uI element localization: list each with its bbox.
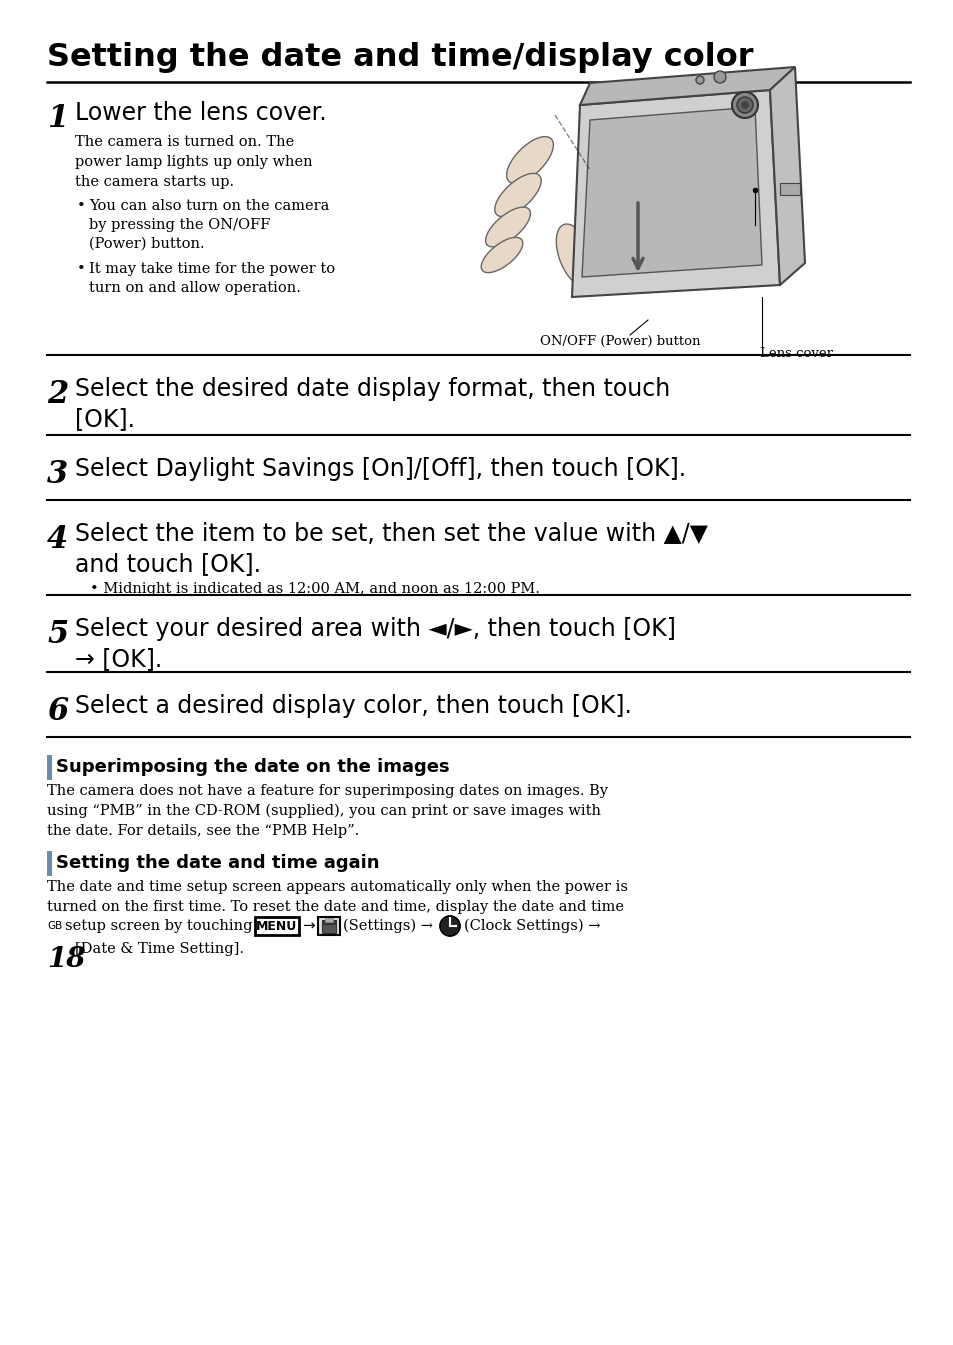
Text: 1: 1: [47, 104, 69, 134]
Text: [OK].: [OK].: [75, 408, 135, 430]
Text: Select the item to be set, then set the value with ▲/▼: Select the item to be set, then set the …: [75, 522, 707, 546]
Text: Lens cover: Lens cover: [760, 347, 832, 360]
Text: Select the desired date display format, then touch: Select the desired date display format, …: [75, 377, 670, 401]
Bar: [47, 755, 52, 780]
Text: →: →: [302, 919, 314, 933]
Text: 2: 2: [47, 379, 69, 410]
Text: Lower the lens cover.: Lower the lens cover.: [75, 101, 326, 125]
Bar: [322, 920, 335, 925]
Circle shape: [439, 916, 459, 936]
Text: Select a desired display color, then touch [OK].: Select a desired display color, then tou…: [75, 694, 631, 718]
Text: 3: 3: [47, 459, 69, 490]
Text: the camera starts up.: the camera starts up.: [75, 175, 233, 190]
Bar: [780, 183, 800, 195]
Text: 18: 18: [47, 946, 86, 972]
Text: •: •: [77, 199, 86, 213]
Bar: [317, 917, 339, 935]
Text: turn on and allow operation.: turn on and allow operation.: [89, 281, 300, 295]
Polygon shape: [579, 67, 794, 105]
Text: Select Daylight Savings [On]/[Off], then touch [OK].: Select Daylight Savings [On]/[Off], then…: [75, 457, 685, 482]
Circle shape: [737, 97, 752, 113]
Text: (Power) button.: (Power) button.: [89, 237, 204, 252]
Text: → [OK].: → [OK].: [75, 647, 162, 671]
Bar: [47, 851, 52, 876]
Text: setup screen by touching: setup screen by touching: [65, 919, 253, 933]
Polygon shape: [556, 225, 593, 286]
Text: 6: 6: [47, 695, 69, 728]
Polygon shape: [480, 237, 522, 273]
Text: 5: 5: [47, 619, 69, 650]
Text: turned on the first time. To reset the date and time, display the date and time: turned on the first time. To reset the d…: [47, 900, 623, 915]
Text: •: •: [77, 262, 86, 276]
Polygon shape: [581, 108, 761, 277]
Text: 4: 4: [47, 525, 69, 555]
Text: MENU: MENU: [256, 920, 297, 932]
Text: power lamp lights up only when: power lamp lights up only when: [75, 155, 313, 169]
Text: ON/OFF (Power) button: ON/OFF (Power) button: [539, 335, 700, 348]
Circle shape: [696, 77, 703, 83]
Text: Setting the date and time/display color: Setting the date and time/display color: [47, 42, 753, 73]
Text: Select your desired area with ◄/►, then touch [OK]: Select your desired area with ◄/►, then …: [75, 617, 675, 642]
Bar: [325, 919, 333, 923]
Text: The date and time setup screen appears automatically only when the power is: The date and time setup screen appears a…: [47, 880, 627, 894]
Text: the date. For details, see the “PMB Help”.: the date. For details, see the “PMB Help…: [47, 824, 359, 838]
Text: • Midnight is indicated as 12:00 AM, and noon as 12:00 PM.: • Midnight is indicated as 12:00 AM, and…: [90, 582, 539, 596]
Circle shape: [713, 71, 725, 83]
Text: by pressing the ON/OFF: by pressing the ON/OFF: [89, 218, 270, 231]
Text: (Settings) →: (Settings) →: [343, 919, 433, 933]
Text: and touch [OK].: and touch [OK].: [75, 551, 261, 576]
Polygon shape: [485, 207, 530, 247]
Text: The camera does not have a feature for superimposing dates on images. By: The camera does not have a feature for s…: [47, 784, 607, 798]
Polygon shape: [495, 174, 540, 217]
Text: You can also turn on the camera: You can also turn on the camera: [89, 199, 329, 213]
Text: The camera is turned on. The: The camera is turned on. The: [75, 134, 294, 149]
Text: It may take time for the power to: It may take time for the power to: [89, 262, 335, 276]
Circle shape: [740, 101, 748, 109]
Text: [Date & Time Setting].: [Date & Time Setting].: [75, 941, 244, 956]
Text: Superimposing the date on the images: Superimposing the date on the images: [56, 759, 449, 776]
Polygon shape: [769, 67, 804, 285]
Polygon shape: [506, 137, 553, 183]
Polygon shape: [572, 90, 780, 297]
Text: using “PMB” in the CD-ROM (supplied), you can print or save images with: using “PMB” in the CD-ROM (supplied), yo…: [47, 804, 600, 818]
Text: (Clock Settings) →: (Clock Settings) →: [463, 919, 599, 933]
Text: GB: GB: [47, 921, 62, 931]
Circle shape: [731, 91, 758, 118]
Text: Setting the date and time again: Setting the date and time again: [56, 854, 379, 872]
Bar: [322, 924, 335, 933]
Bar: [254, 917, 298, 935]
